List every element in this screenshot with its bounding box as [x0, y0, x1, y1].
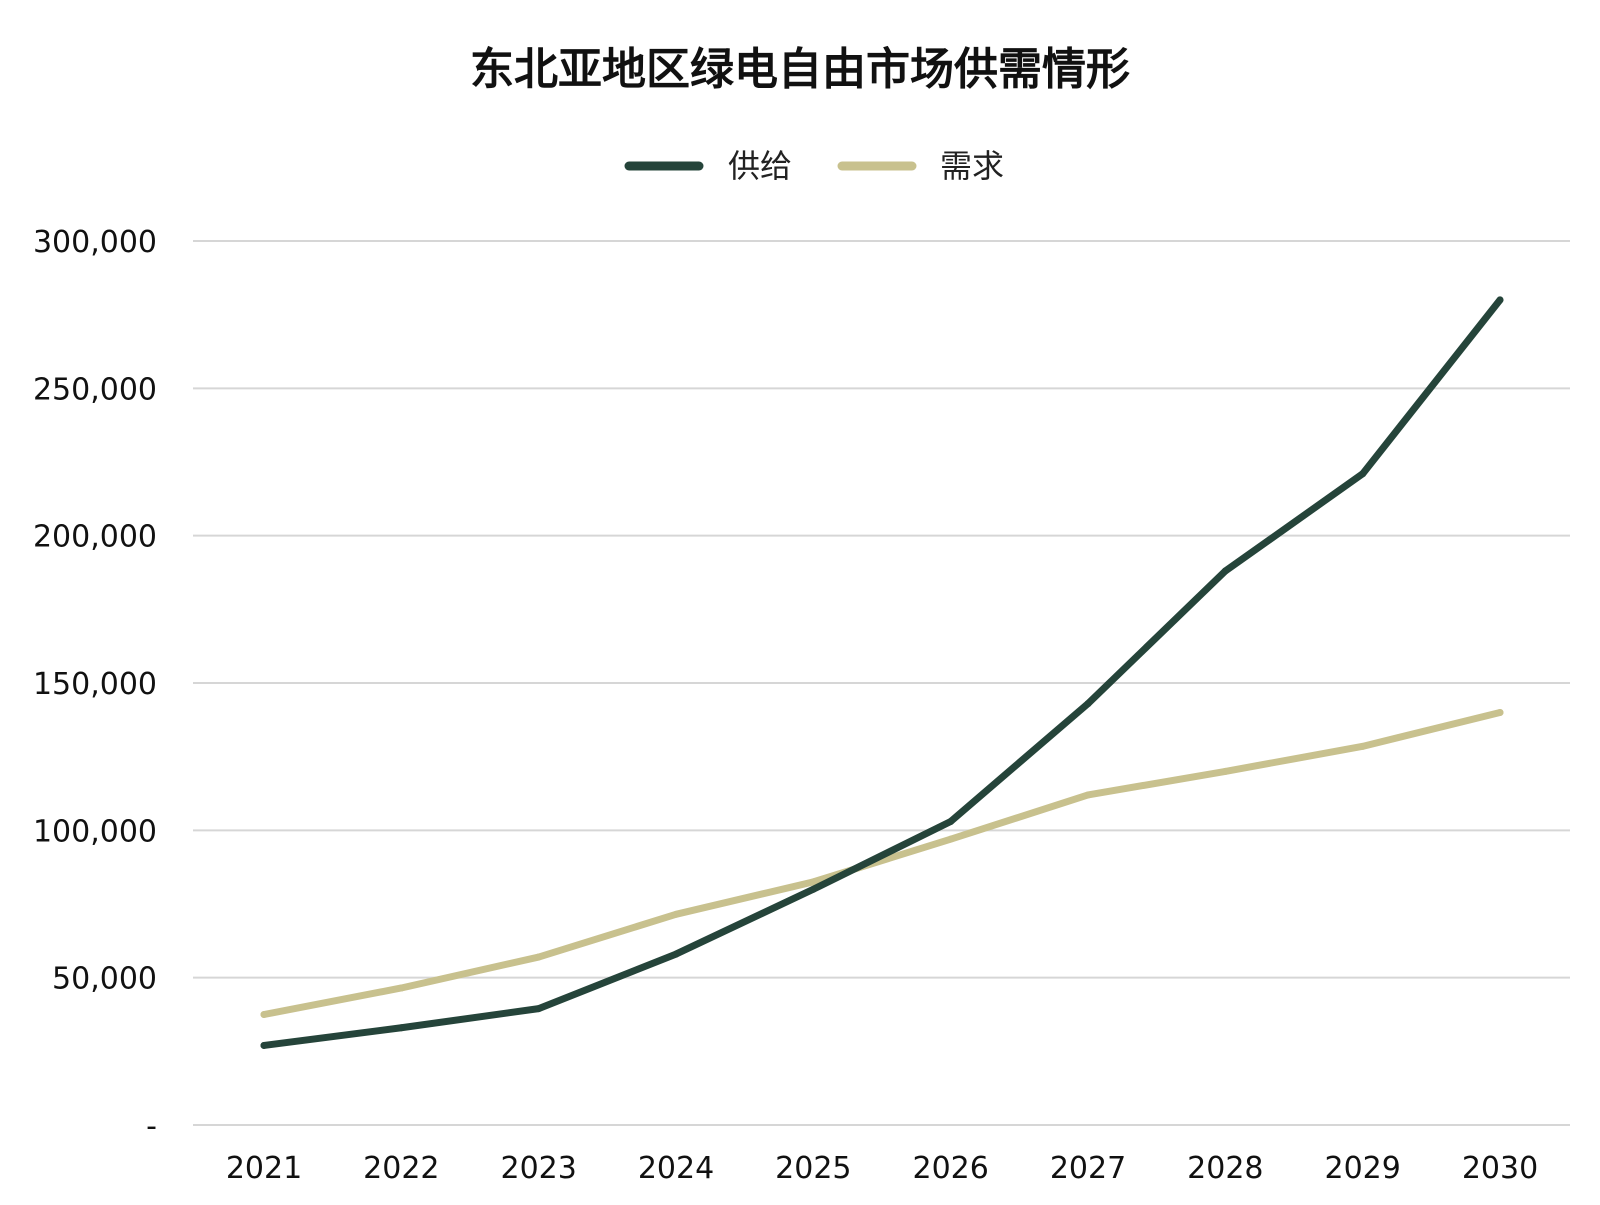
data-point-1-2026 — [947, 835, 955, 843]
y-tick-label-4: 200,000 — [33, 520, 157, 555]
data-point-1-2030 — [1496, 708, 1504, 716]
x-tick-label-2021: 2021 — [226, 1151, 302, 1186]
x-tick-label-2022: 2022 — [363, 1151, 439, 1186]
data-point-0-2027 — [1084, 700, 1092, 708]
chart-title: 东北亚地区绿电自由市场供需情形 — [470, 44, 1130, 95]
data-point-0-2028 — [1221, 567, 1229, 575]
x-tick-label-2029: 2029 — [1324, 1151, 1400, 1186]
y-tick-label-6: 300,000 — [33, 225, 157, 260]
series-line-0 — [260, 296, 1504, 1049]
x-tick-label-2027: 2027 — [1050, 1151, 1126, 1186]
data-point-1-2024 — [672, 910, 680, 918]
x-tick-label-2026: 2026 — [912, 1151, 988, 1186]
legend-label-1: 需求 — [940, 147, 1004, 185]
data-point-0-2026 — [947, 817, 955, 825]
data-point-1-2025 — [809, 878, 817, 886]
y-tick-label-3: 150,000 — [33, 667, 157, 702]
legend-label-0: 供给 — [728, 147, 792, 185]
data-point-1-2023 — [535, 953, 543, 961]
x-tick-label-2030: 2030 — [1462, 1151, 1538, 1186]
y-tick-label-0: - — [146, 1109, 157, 1144]
series-layer — [260, 296, 1504, 1049]
data-point-0-2021 — [260, 1041, 268, 1049]
series-line-1 — [260, 708, 1504, 1018]
grid — [193, 240, 1570, 1126]
series-1 — [260, 708, 1504, 1018]
data-point-0-2029 — [1359, 470, 1367, 478]
legend: 供给 需求 — [624, 147, 1004, 185]
x-tick-label-2028: 2028 — [1187, 1151, 1263, 1186]
data-point-0-2023 — [535, 1005, 543, 1013]
x-axis: 2021 2022 2023 2024 2025 2026 2027 2028 2029 2030 — [226, 1151, 1538, 1186]
data-point-1-2022 — [397, 984, 405, 992]
legend-item-1: 需求 — [837, 147, 1004, 185]
legend-item-0: 供给 — [624, 147, 792, 185]
data-point-1-2021 — [260, 1011, 268, 1018]
data-point-0-2024 — [672, 950, 680, 958]
series-0 — [260, 296, 1504, 1049]
data-point-0-2025 — [809, 885, 817, 893]
data-point-0-2030 — [1496, 296, 1504, 304]
y-tick-label-1: 50,000 — [52, 962, 157, 997]
data-point-0-2022 — [397, 1024, 405, 1032]
y-tick-label-5: 250,000 — [33, 372, 157, 407]
x-tick-label-2023: 2023 — [500, 1151, 576, 1186]
x-tick-label-2024: 2024 — [638, 1151, 714, 1186]
data-point-1-2029 — [1359, 742, 1367, 750]
y-axis: - 50,000 100,000 150,000 200,000 250,000 300,0… — [33, 225, 157, 1144]
x-tick-label-2025: 2025 — [775, 1151, 851, 1186]
y-tick-label-2: 100,000 — [33, 814, 157, 849]
data-point-1-2028 — [1221, 767, 1229, 775]
data-point-1-2027 — [1084, 791, 1092, 799]
